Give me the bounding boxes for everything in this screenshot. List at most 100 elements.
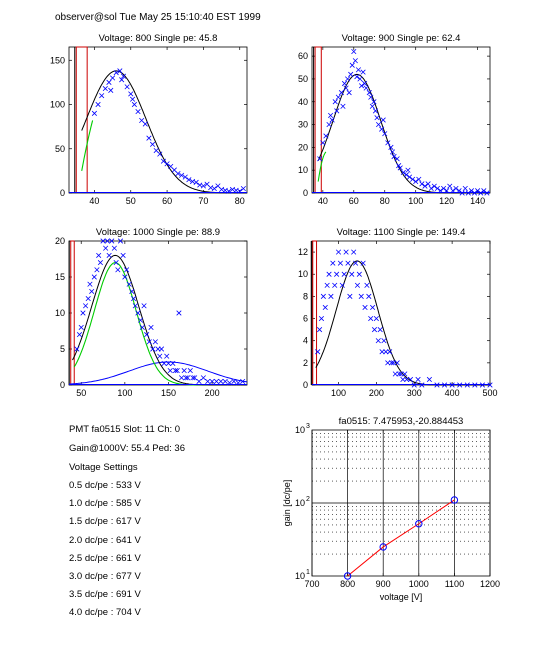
y-tick-label: 50 [55,144,65,154]
data-point [382,131,388,137]
gain-point [415,520,423,528]
data-point [396,371,402,377]
data-point [164,161,170,167]
data-point [174,368,180,374]
data-point [337,260,343,266]
y-tick-exponent: 3 [306,423,310,430]
x-tick-label: 400 [445,388,460,398]
data-point [394,360,400,366]
data-point [377,327,383,333]
data-point [89,288,95,294]
data-point [78,324,84,330]
gain-info: Gain@1000V: 55.4 Ped: 36 [69,443,185,454]
data-point [196,378,202,384]
data-point [148,324,154,330]
data-point [360,69,366,75]
page-header: observer@sol Tue May 25 15:10:40 EST 199… [55,12,261,23]
data-point [368,315,374,322]
data-point [209,378,215,384]
data-point [126,281,132,287]
data-point [440,185,447,192]
data-point [175,170,181,177]
data-point [183,375,189,381]
data-point [349,62,355,68]
data-point [343,85,349,91]
data-point [124,84,130,90]
data-point [115,267,121,273]
data-point [240,185,246,192]
data-point [329,117,335,123]
data-point [218,378,224,384]
x-tick-label: 100 [408,196,423,206]
data-point [190,375,196,381]
data-point [354,74,360,80]
data-point [149,141,156,147]
data-point [346,90,352,96]
data-point [137,317,144,323]
data-point [82,303,89,309]
data-point [338,90,344,96]
x-tick-label: 200 [205,388,220,398]
data-points [315,249,493,388]
plot-frame [68,46,248,194]
chart-3: Voltage: 1000 Single pe: 88.950 100 150 200… [55,227,248,398]
data-point [111,245,117,251]
data-point [130,296,137,302]
data-point [179,172,185,178]
data-point [339,282,345,288]
data-point [379,126,385,132]
y-tick-label: 0 [303,380,308,390]
data-point [231,378,237,384]
data-point [157,353,163,359]
data-point [385,140,391,146]
y-tick-label: 0 [60,380,65,390]
data-point [362,304,368,311]
data-point [347,293,353,299]
data-point [128,91,134,97]
data-point [366,293,372,299]
data-point [129,288,135,294]
y-tick-label: 20 [55,236,65,246]
data-point [222,378,228,384]
data-point [320,293,326,299]
data-point [106,252,112,258]
grid [311,430,491,576]
voltage-setting: 2.5 dc/pe : 661 V [69,553,141,564]
data-point [97,260,103,266]
data-point [165,360,172,366]
data-point [371,327,378,333]
data-point [397,165,403,171]
data-point [348,71,354,77]
data-point [462,185,468,192]
y-tick-label: 6 [303,314,308,324]
data-point [240,378,246,384]
data-point [415,376,421,383]
y-tick-label: 10 [295,425,305,435]
data-point [170,360,176,366]
data-point [379,349,385,355]
plot-frame [311,240,491,386]
data-point [351,249,357,255]
data-point [117,68,123,74]
data-point [406,174,413,180]
data-point [146,135,152,141]
data-point [332,282,338,288]
data-point [374,115,380,121]
x-tick-label: 140 [470,196,485,206]
data-point [425,181,431,187]
data-point [113,70,119,76]
y-tick-label: 8 [303,291,308,301]
data-point [334,271,340,277]
y-tick-label: 10 [55,308,65,318]
data-point [419,181,425,187]
y-tick-label: 10 [295,498,305,508]
data-point [345,76,351,82]
data-point [315,349,321,355]
data-point [426,376,432,383]
data-point [407,376,414,383]
x-tick-label: 1100 [445,579,464,589]
data-point [320,140,326,146]
data-point [161,360,167,366]
x-tick-label: 40 [89,196,99,206]
pmt-info: PMT fa0515 Slot: 11 Ch: 0 [69,424,181,435]
